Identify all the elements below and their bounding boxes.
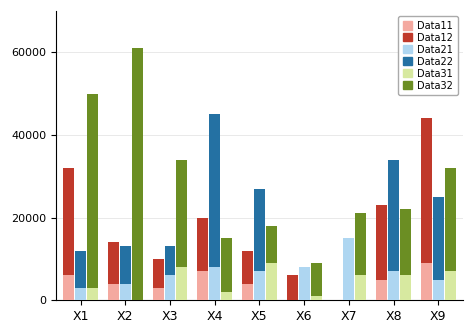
Bar <box>242 250 253 284</box>
Bar <box>400 276 411 300</box>
Bar <box>242 284 253 300</box>
Bar <box>164 246 175 276</box>
Bar <box>153 259 164 288</box>
Bar <box>176 160 187 267</box>
Bar <box>266 226 277 263</box>
Bar <box>445 168 456 271</box>
Bar <box>299 267 310 300</box>
Bar <box>376 205 387 280</box>
Bar <box>445 271 456 300</box>
Bar <box>221 292 232 300</box>
Bar <box>421 119 432 263</box>
Bar <box>266 263 277 300</box>
Bar <box>356 276 366 300</box>
Bar <box>400 209 411 276</box>
Bar <box>209 114 220 267</box>
Bar <box>75 288 86 300</box>
Bar <box>433 197 444 280</box>
Bar <box>388 271 399 300</box>
Bar <box>153 288 164 300</box>
Bar <box>254 271 265 300</box>
Bar <box>209 267 220 300</box>
Bar <box>87 288 98 300</box>
Bar <box>433 280 444 300</box>
Bar <box>343 238 355 300</box>
Bar <box>287 276 298 300</box>
Bar <box>108 242 119 284</box>
Bar <box>63 276 74 300</box>
Bar <box>421 263 432 300</box>
Bar <box>164 276 175 300</box>
Bar <box>87 94 98 288</box>
Bar <box>63 168 74 276</box>
Bar <box>120 284 131 300</box>
Bar <box>254 189 265 271</box>
Bar <box>388 160 399 271</box>
Bar <box>120 246 131 284</box>
Bar <box>310 296 321 300</box>
Bar <box>108 284 119 300</box>
Bar <box>376 280 387 300</box>
Bar <box>132 48 143 300</box>
Legend: Data11, Data12, Data21, Data22, Data31, Data32: Data11, Data12, Data21, Data22, Data31, … <box>398 16 458 96</box>
Bar <box>176 267 187 300</box>
Bar <box>197 217 208 271</box>
Bar <box>197 271 208 300</box>
Bar <box>75 250 86 288</box>
Bar <box>221 238 232 292</box>
Bar <box>310 263 321 296</box>
Bar <box>356 213 366 276</box>
